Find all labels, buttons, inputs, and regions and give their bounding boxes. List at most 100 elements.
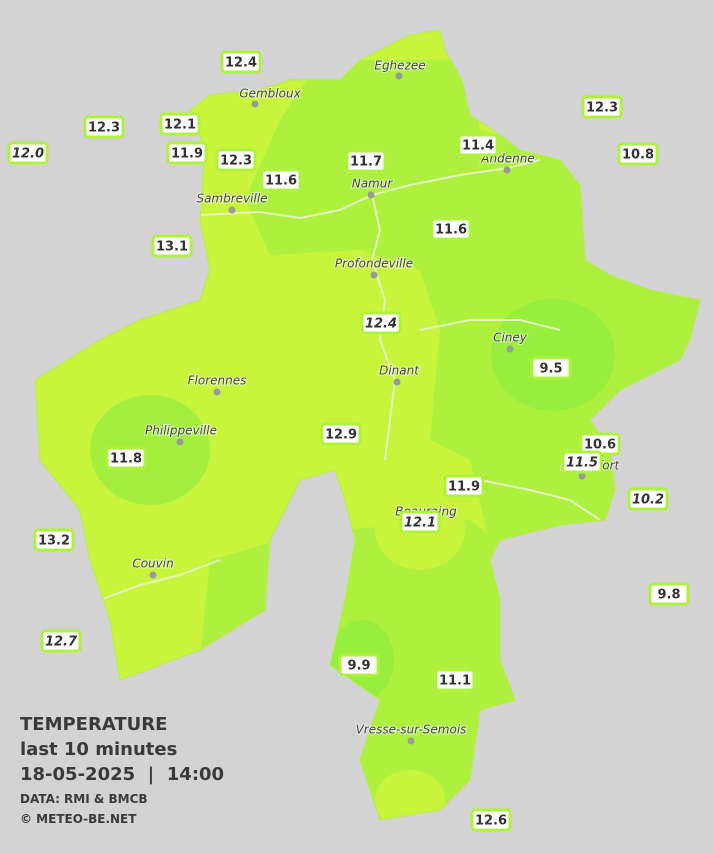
station-temp: 12.3	[88, 121, 120, 136]
station: 11.9	[443, 474, 485, 498]
station: 9.9	[338, 653, 380, 677]
city-dot	[393, 378, 401, 386]
city-label: Eghezee	[374, 59, 425, 73]
station-temp: 10.6	[584, 438, 616, 453]
station: 12.0	[7, 141, 49, 165]
station-box	[561, 450, 603, 474]
station-box	[220, 50, 262, 74]
station-temp: 12.6	[475, 814, 507, 829]
station-box	[166, 141, 208, 165]
city-dot	[578, 472, 586, 480]
station: 11.6	[430, 217, 472, 241]
station-temp: 12.0	[12, 147, 44, 162]
station-box	[443, 474, 485, 498]
station-box	[83, 115, 125, 139]
station-temp: 12.3	[220, 154, 252, 169]
station: 12.1	[399, 510, 441, 534]
legend: TEMPERATURE last 10 minutes 18-05-2025 |…	[20, 714, 224, 826]
station: 11.9	[166, 141, 208, 165]
station-box	[215, 148, 257, 172]
city-dot	[149, 571, 157, 579]
station: 12.3	[83, 115, 125, 139]
station-box	[627, 487, 669, 511]
station-temp: 12.4	[365, 317, 397, 332]
station-box	[530, 356, 572, 380]
station: 10.2	[627, 487, 669, 511]
station: 12.3	[581, 95, 623, 119]
city-label: Ciney	[493, 331, 528, 345]
station: 12.1	[159, 112, 201, 136]
station: 11.8	[105, 446, 147, 470]
station-temp: 13.2	[38, 534, 70, 549]
legend-title: TEMPERATURE	[20, 714, 167, 735]
city-dot	[407, 737, 415, 745]
station-box	[260, 168, 302, 192]
station-box	[105, 446, 147, 470]
station-box	[470, 808, 512, 832]
station-temp: 11.9	[171, 147, 203, 162]
city-label: Philippeville	[145, 424, 217, 438]
station: 10.6	[579, 432, 621, 456]
station: 11.1	[434, 668, 476, 692]
station-temp: 11.6	[435, 223, 467, 238]
city-dot	[503, 166, 511, 174]
station-temp: 11.4	[462, 139, 494, 154]
station-box	[617, 142, 659, 166]
legend-credit: © METEO-BE.NET	[20, 812, 137, 826]
legend-period: last 10 minutes	[20, 739, 177, 760]
station-box	[430, 217, 472, 241]
city-label: Namur	[352, 177, 394, 191]
city-label: Florennes	[188, 374, 247, 388]
station: 10.8	[617, 142, 659, 166]
station-box	[457, 133, 499, 157]
city-dot	[395, 72, 403, 80]
station: 12.6	[470, 808, 512, 832]
station-temp: 11.5	[566, 456, 598, 471]
station-temp: 12.1	[404, 516, 436, 531]
station-box	[320, 422, 362, 446]
station-temp: 12.9	[325, 428, 357, 443]
legend-source: DATA: RMI & BMCB	[20, 792, 148, 806]
city-dot	[176, 438, 184, 446]
station-box	[345, 149, 387, 173]
city-label: Vresse-sur-Semois	[356, 723, 467, 737]
station-box	[338, 653, 380, 677]
station: 12.4	[360, 311, 402, 335]
station-box	[434, 668, 476, 692]
station-temp: 12.7	[45, 635, 78, 650]
station-box	[648, 582, 690, 606]
station-temp: 11.9	[448, 480, 480, 495]
station-box	[33, 528, 75, 552]
station-box	[399, 510, 441, 534]
city-dot	[367, 191, 375, 199]
city-label: Sambreville	[196, 192, 267, 206]
station: 12.4	[220, 50, 262, 74]
station-temp: 9.5	[539, 362, 562, 377]
city-label: Gembloux	[239, 87, 301, 101]
station-box	[360, 311, 402, 335]
station: 11.5	[561, 450, 603, 474]
station: 13.1	[151, 234, 193, 258]
city-dot	[213, 388, 221, 396]
city-label: Profondeville	[335, 257, 413, 271]
city-dot	[506, 345, 514, 353]
city-dot	[228, 206, 236, 214]
station-temp: 9.8	[657, 588, 680, 603]
station-temp: 12.1	[164, 118, 196, 133]
station-temp: 9.9	[347, 659, 370, 674]
station-box	[7, 141, 49, 165]
station-box	[40, 629, 82, 653]
station-temp: 11.8	[110, 452, 142, 467]
station-box	[581, 95, 623, 119]
city-label: Couvin	[132, 557, 173, 571]
station: 13.2	[33, 528, 75, 552]
station-box	[151, 234, 193, 258]
legend-datetime: 18-05-2025 | 14:00	[20, 764, 224, 785]
station: 11.6	[260, 168, 302, 192]
city-dot	[251, 100, 259, 108]
city-dot	[370, 271, 378, 279]
station-temp: 13.1	[156, 240, 188, 255]
station: 12.3	[215, 148, 257, 172]
station-temp: 10.8	[622, 148, 654, 163]
